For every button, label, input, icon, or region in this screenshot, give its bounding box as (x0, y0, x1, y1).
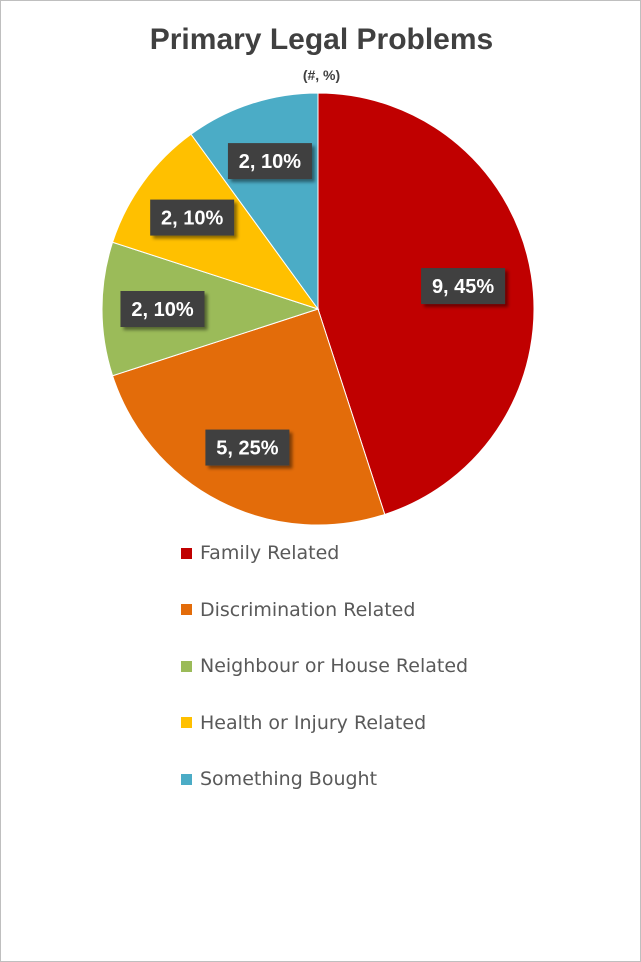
legend-label: Neighbour or House Related (200, 655, 469, 677)
data-label-5: 2, 10% (227, 143, 312, 180)
data-label-2: 5, 25% (205, 429, 290, 466)
data-label-3: 2, 10% (120, 291, 205, 327)
pie-slice-2 (111, 308, 386, 526)
svg-text:2, 10%: 2, 10% (131, 299, 193, 321)
legend-item: Family Related (181, 541, 468, 565)
legend-label: Health or Injury Related (200, 711, 427, 734)
svg-text:2, 10%: 2, 10% (161, 208, 223, 230)
legend-item: Something Bought (181, 767, 468, 791)
legend-item: Neighbour or House Related (181, 654, 468, 678)
legend-item: Health or Injury Related (181, 711, 468, 735)
svg-text:5, 25%: 5, 25% (216, 438, 278, 460)
chart-subtitle: (#, %) (302, 67, 341, 83)
legend-swatch (181, 604, 192, 615)
legend-label: Something Bought (200, 768, 378, 790)
svg-text:2, 10%: 2, 10% (239, 151, 301, 173)
legend-swatch (181, 717, 192, 728)
pie-chart: 9, 45% 5, 25% 2, 10% 2, 10% 2, 10% (101, 92, 535, 526)
legend-swatch (181, 773, 192, 785)
pie-slice-3 (101, 241, 320, 377)
legend-label: Family Related (200, 542, 340, 564)
legend-swatch (181, 660, 192, 672)
data-label-4: 2, 10% (150, 199, 235, 236)
legend-label: Discrimination Related (200, 598, 416, 621)
chart-legend: Family Related Discrimination Related Neig… (181, 541, 468, 824)
svg-text:9, 45%: 9, 45% (432, 276, 494, 298)
data-label-1: 9, 45% (421, 268, 506, 305)
legend-swatch (181, 547, 192, 559)
chart-title: Primary Legal Problems (149, 23, 494, 56)
legend-item: Discrimination Related (181, 598, 468, 622)
